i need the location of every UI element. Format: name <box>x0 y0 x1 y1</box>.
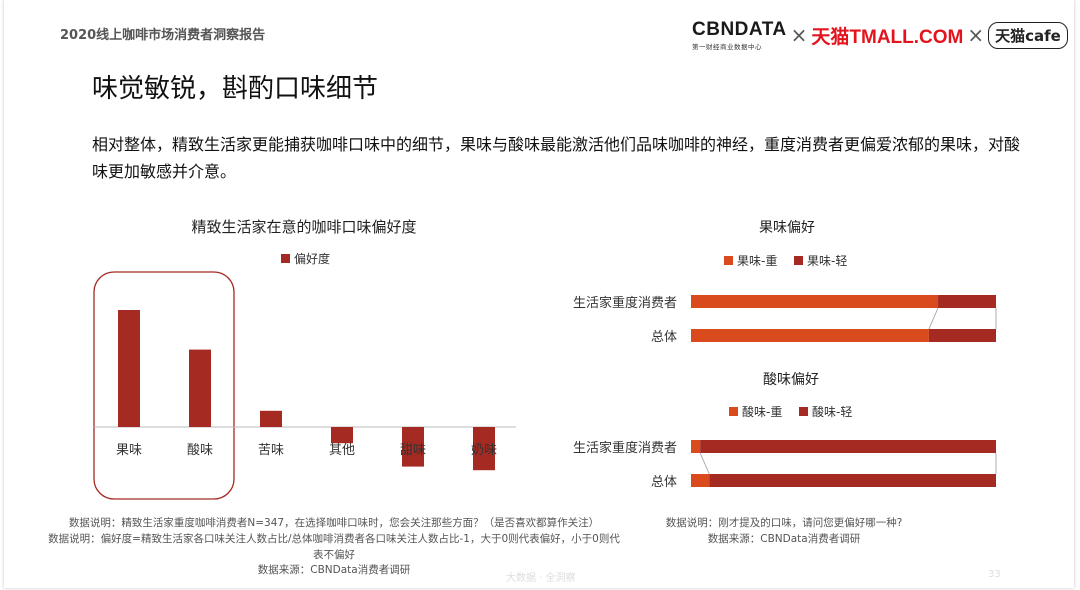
chart-legend: 果味-重 果味-轻 <box>724 254 847 268</box>
chart-title: 果味偏好 <box>759 220 815 236</box>
chart-title: 酸味偏好 <box>763 372 819 388</box>
legend-swatch <box>724 256 733 265</box>
report-title: 2020线上咖啡市场消费者洞察报告 <box>60 28 266 43</box>
cbndata-logo-subtitle: 第一财经商业数据中心 <box>692 42 762 51</box>
category-label: 甜味 <box>400 442 426 458</box>
bar-segment-0-0 <box>691 440 701 453</box>
legend-swatch <box>794 256 803 265</box>
legend-swatch <box>281 254 290 263</box>
cbndata-logo: CBNDATA 第一财经商业数据中心 <box>692 20 787 51</box>
legend-swatch <box>799 407 808 416</box>
cbndata-logo-text: CBNDATA <box>692 18 787 40</box>
bar-0 <box>118 310 140 427</box>
footer-watermark: 大数据 · 全洞察 <box>506 573 576 584</box>
right-data-source: 数据来源：CBNData消费者调研 <box>707 533 861 545</box>
legend-label: 果味-轻 <box>807 254 847 268</box>
bar-2 <box>260 410 282 427</box>
highlight-box <box>93 271 235 500</box>
chart-legend: 偏好度 <box>281 251 330 266</box>
bar-segment-1-0 <box>691 329 929 342</box>
taste-preference-chart: 精致生活家在意的咖啡口味偏好度 偏好度 果味 酸味 苦味 其他 甜味 奶味 <box>93 218 516 500</box>
category-label: 苦味 <box>258 442 284 458</box>
category-label: 生活家重度消费者 <box>573 440 677 456</box>
bar-segment-0-0 <box>691 295 939 308</box>
tmall-logo: 天猫TMALL.COM <box>811 26 964 48</box>
left-data-note-2: 数据说明：偏好度=精致生活家各口味关注人数占比/总体咖啡消费者各口味关注人数占比… <box>48 533 620 561</box>
logo-separator-1: × <box>790 23 808 47</box>
page-number: 33 <box>988 569 1001 580</box>
bar-segment-1-1 <box>928 329 996 342</box>
right-data-note: 数据说明：刚才提及的口味，请问您更偏好哪一种? <box>665 517 903 529</box>
category-label: 其他 <box>329 443 355 458</box>
chart-legend: 酸味-重 酸味-轻 <box>729 404 852 419</box>
tmall-cafe-logo: 天猫cafe <box>988 21 1068 49</box>
page-heading: 味觉敏锐，斟酌口味细节 <box>92 74 379 104</box>
legend-label: 酸味-重 <box>742 404 782 419</box>
legend-swatch <box>729 407 738 416</box>
legend-label: 酸味-轻 <box>812 404 852 419</box>
bar-segment-1-0 <box>691 474 710 487</box>
chart-title: 精致生活家在意的咖啡口味偏好度 <box>191 218 416 236</box>
category-label: 生活家重度消费者 <box>573 295 677 311</box>
logo-bar: CBNDATA 第一财经商业数据中心 × 天猫TMALL.COM × 天猫caf… <box>692 18 1068 52</box>
legend-label: 果味-重 <box>737 254 777 268</box>
category-label: 总体 <box>651 330 677 345</box>
bar-1 <box>189 349 211 427</box>
left-data-note-1: 数据说明：精致生活家重度咖啡消费者N=347，在选择咖啡口味时，您会关注那些方面… <box>68 517 600 529</box>
category-label: 果味 <box>116 443 142 458</box>
legend-label: 偏好度 <box>294 251 330 266</box>
connector-line <box>699 452 710 475</box>
bar-4 <box>402 427 424 467</box>
bar-5 <box>473 427 495 471</box>
left-data-source: 数据来源：CBNData消费者调研 <box>257 564 411 576</box>
connector-line <box>928 307 939 330</box>
bar-segment-0-1 <box>700 440 996 453</box>
slide-frame: 2020线上咖啡市场消费者洞察报告 CBNDATA 第一财经商业数据中心 × 天… <box>4 0 1074 588</box>
category-label: 奶味 <box>471 443 497 458</box>
bar-segment-0-1 <box>938 295 996 308</box>
page-description: 相对整体，精致生活家更能捕获咖啡口味中的细节，果味与酸味最能激活他们品味咖啡的神… <box>92 135 1021 181</box>
bar-3 <box>331 427 353 444</box>
category-label: 酸味 <box>187 443 213 458</box>
bar-segment-1-1 <box>709 474 996 487</box>
category-label: 总体 <box>651 475 677 490</box>
logo-separator-2: × <box>967 23 985 47</box>
